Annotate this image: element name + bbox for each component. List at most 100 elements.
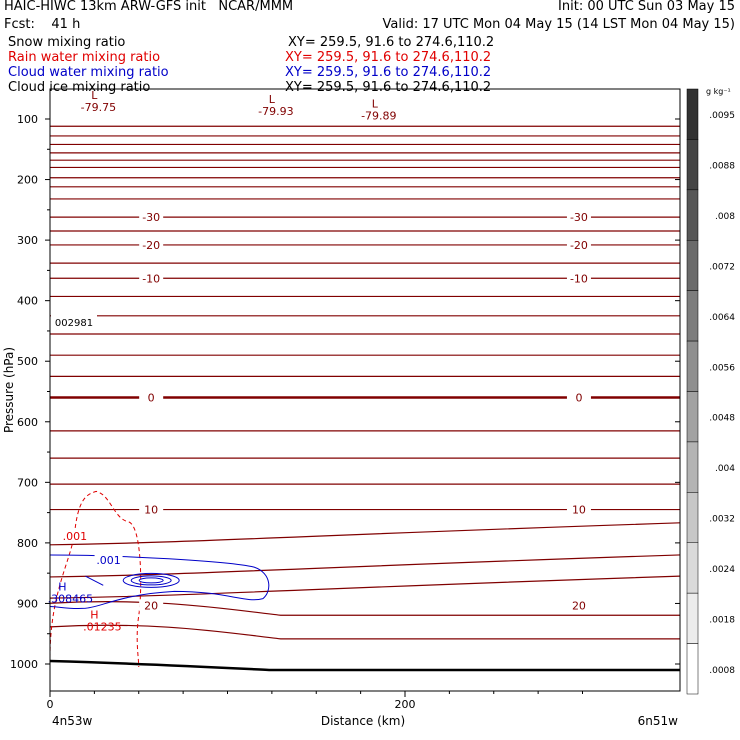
y-tick-label: 600 <box>17 416 38 429</box>
temperature-label: -10 <box>570 272 588 285</box>
colorbar-segment <box>686 492 699 544</box>
temperature-label-bg <box>139 599 164 612</box>
cloud-water-contour <box>130 575 172 586</box>
colorbar-tick-label: .004 <box>715 464 735 474</box>
temperature-label: 0 <box>575 392 582 405</box>
temperature-label: -20 <box>142 239 160 252</box>
start-location-label: 4n53w <box>52 714 93 728</box>
x-tick-label: 200 <box>395 698 416 711</box>
low-marker: L <box>372 97 379 110</box>
cloud-water-contour <box>85 575 104 586</box>
temperature-label-bg <box>566 211 591 224</box>
low-value: -79.89 <box>361 109 396 122</box>
y-tick-label: 800 <box>17 537 38 550</box>
temperature-label-bg <box>566 503 591 516</box>
isotherm-line <box>49 624 680 640</box>
colorbar-segment <box>686 189 699 241</box>
field-cloud-name: Cloud water mixing ratio <box>8 65 169 80</box>
colorbar: .0095 .0088 .008 .0072 .0064 .0056 .0048 .004 .0… <box>686 88 735 695</box>
isotherm-line <box>49 554 681 578</box>
temperature-label: 10 <box>144 504 158 517</box>
temperature-label-bg <box>566 599 591 612</box>
low-value: -79.75 <box>81 101 116 114</box>
y-tick-label: 100 <box>17 113 38 126</box>
colorbar-tick-label: .0024 <box>709 565 735 575</box>
isotherm-line <box>49 522 681 546</box>
temperature-label: -30 <box>570 211 588 224</box>
cloud-contour-label: .001 <box>96 554 121 567</box>
ground-line <box>49 659 680 672</box>
high-value: .01235 <box>83 620 122 633</box>
colorbar-segment <box>686 391 699 443</box>
high-marker: H <box>90 608 98 621</box>
x-axis-label: Distance (km) <box>321 714 405 728</box>
cloud-water-contour <box>138 577 164 584</box>
isotherm-line <box>49 601 680 616</box>
colorbar-tick-label: .008 <box>715 212 735 222</box>
temperature-label: -10 <box>142 272 160 285</box>
moisture-layer <box>49 490 270 668</box>
colorbar-tick-label: .0088 <box>709 162 735 172</box>
temperature-label-bg <box>139 272 164 285</box>
temperature-label-bg <box>566 238 591 251</box>
colorbar-tick-label: .0032 <box>709 515 735 525</box>
temperature-label: 20 <box>572 599 586 612</box>
temperature-label-bg <box>139 503 164 516</box>
colorbar-segment <box>686 290 699 342</box>
y-tick-label: 700 <box>17 476 38 489</box>
low-marker: L <box>269 93 276 106</box>
colorbar-segment <box>686 542 699 594</box>
field-snow-xy: XY= 259.5, 91.6 to 274.6,110.2 <box>288 35 495 50</box>
end-location-label: 6n51w <box>638 714 679 728</box>
field-cloud-xy: XY= 259.5, 91.6 to 274.6,110.2 <box>285 65 492 80</box>
low-marker: L <box>91 89 98 102</box>
y-tick-label: 1000 <box>10 658 38 671</box>
y-tick-label: 900 <box>17 597 38 610</box>
temperature-label-bg <box>139 391 164 404</box>
header-line1-right: Init: 00 UTC Sun 03 May 15 <box>558 0 735 14</box>
colorbar-tick-label: .0064 <box>709 313 735 323</box>
temperature-label-bg <box>139 238 164 251</box>
y-tick-label: 300 <box>17 234 38 247</box>
colorbar-unit: g kg⁻¹ <box>706 87 731 96</box>
colorbar-segment <box>686 643 699 695</box>
header-line2-left: Fcst: 41 h <box>4 17 81 32</box>
colorbar-segment <box>686 139 699 191</box>
colorbar-segment <box>686 240 699 291</box>
high-marker: H <box>58 580 66 593</box>
y-axis-label: Pressure (hPa) <box>2 347 16 433</box>
cloud-contour-label-bg <box>94 554 123 567</box>
surface-label: 002981 <box>55 318 93 329</box>
temperature-label: 10 <box>572 504 586 517</box>
temperature-label: 0 <box>148 392 155 405</box>
temperature-label-bg <box>566 272 591 285</box>
colorbar-tick-label: .0008 <box>709 666 735 676</box>
colorbar-segment <box>686 88 699 140</box>
temperature-label-bg <box>566 391 591 404</box>
y-tick-label: 400 <box>17 295 38 308</box>
low-value: -79.93 <box>258 105 293 118</box>
plot-frame <box>49 88 681 692</box>
field-rain-xy: XY= 259.5, 91.6 to 274.6,110.2 <box>285 50 492 65</box>
field-snow-name: Snow mixing ratio <box>8 35 126 50</box>
field-rain-name: Rain water mixing ratio <box>8 50 161 65</box>
header-line1-left: HAIC-HIWC 13km ARW-GFS init NCAR/MMM <box>4 0 294 14</box>
surface-label-bg <box>51 314 97 327</box>
rain-water-contour <box>49 490 142 668</box>
colorbar-segment <box>686 592 699 644</box>
colorbar-tick-label: .0018 <box>709 615 735 625</box>
temperature-label: 20 <box>144 599 158 612</box>
x-tick-label: 0 <box>47 698 54 711</box>
colorbar-tick-label: .0095 <box>709 111 735 121</box>
colorbar-tick-label: .0048 <box>709 414 735 424</box>
isotherm-line <box>49 575 681 599</box>
y-tick-label: 200 <box>17 174 38 187</box>
field-ice-xy: XY= 259.5, 91.6 to 274.6,110.2 <box>285 80 492 95</box>
colorbar-tick-label: .0056 <box>709 363 735 373</box>
colorbar-segment <box>686 441 699 493</box>
colorbar-tick-label: .0072 <box>709 262 735 272</box>
cloud-water-contour <box>122 572 180 588</box>
temperature-label-bg <box>139 211 164 224</box>
